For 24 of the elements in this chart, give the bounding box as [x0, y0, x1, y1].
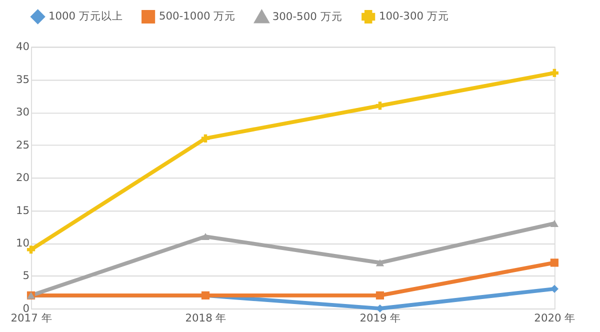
legend-label: 300-500 万元 — [272, 10, 342, 23]
y-tick-label: 10 — [16, 236, 30, 250]
point — [550, 258, 558, 267]
x-tick-label: 2019 年 — [360, 312, 402, 325]
point — [201, 233, 210, 240]
legend-label: 500-1000 万元 — [158, 10, 236, 23]
legend-label: 1000 万元以上 — [48, 10, 123, 23]
x-tick-label: 2020 年 — [534, 312, 576, 325]
y-tick-label: 25 — [16, 138, 30, 152]
y-tick-label: 20 — [16, 171, 30, 184]
y-tick-label: 40 — [16, 40, 30, 54]
point — [376, 291, 384, 300]
point — [376, 259, 384, 266]
point — [550, 220, 558, 227]
legend-label: 100-300 万元 — [379, 10, 449, 23]
y-tick-label: 30 — [16, 106, 30, 119]
point — [201, 134, 210, 142]
x-tick-label: 2018 年 — [185, 312, 227, 325]
y-tick-label: 35 — [16, 72, 30, 86]
point — [550, 68, 558, 78]
point — [26, 246, 36, 254]
y-tick-label: 15 — [16, 204, 30, 217]
y-tick-label: 5 — [22, 269, 30, 282]
point — [376, 102, 384, 110]
